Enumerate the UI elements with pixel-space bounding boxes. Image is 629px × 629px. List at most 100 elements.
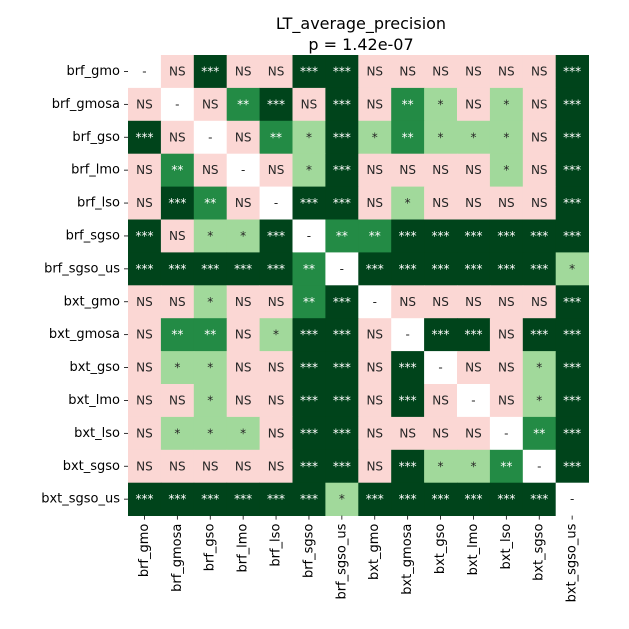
heatmap-cell [160, 285, 195, 319]
cell-label: NS [498, 361, 515, 375]
cell-label: *** [300, 393, 318, 407]
heatmap-cell [193, 416, 228, 451]
cell-label: * [207, 229, 213, 243]
cell-label: NS [235, 295, 252, 309]
heatmap-cell [424, 416, 458, 451]
heatmap-cell [128, 153, 162, 187]
cell-label: * [438, 459, 444, 473]
heatmap-cell [226, 55, 260, 89]
cell-label: ** [303, 295, 315, 309]
heatmap-cell [489, 384, 524, 418]
cell-label: *** [300, 196, 318, 210]
cell-label: NS [432, 64, 449, 78]
heatmap-cell [325, 351, 359, 385]
heatmap-cell [522, 318, 557, 352]
y-tick-labels: brf_gmo brf_gmosa brf_gso brf_lmo brf_lsobrf… [41, 64, 128, 507]
heatmap-cell [292, 87, 326, 122]
heatmap-cell [160, 153, 195, 187]
cell-label: NS [399, 295, 416, 309]
heatmap-cell [424, 55, 458, 89]
heatmap-cell [555, 120, 589, 155]
cell-label: ** [171, 163, 183, 177]
cell-label: *** [300, 328, 318, 342]
heatmap-cell [391, 120, 425, 155]
cell-label: NS [531, 130, 548, 144]
cell-label: NS [136, 426, 153, 440]
cell-label: *** [267, 97, 285, 111]
cell-label: NS [169, 64, 186, 78]
heatmap-cell [160, 318, 195, 352]
heatmap-cell [160, 449, 195, 484]
cell-label: *** [399, 459, 417, 473]
heatmap-cell [325, 318, 359, 352]
cell-label: *** [432, 328, 450, 342]
heatmap-cell [489, 285, 524, 319]
heatmap-cell [325, 384, 359, 418]
x-tick-label: brf_gmo [137, 524, 152, 578]
heatmap-cell [193, 87, 228, 122]
heatmap-cell [358, 120, 392, 155]
cell-label: NS [498, 196, 515, 210]
cell-label: * [339, 492, 345, 506]
cell-label: *** [168, 196, 186, 210]
heatmap-cell [292, 351, 326, 385]
heatmap-cell [160, 87, 195, 122]
cell-label: *** [267, 229, 285, 243]
heatmap-cell [128, 186, 162, 220]
cell-label: *** [563, 459, 581, 473]
heatmap-cell [193, 55, 228, 89]
cell-label: NS [366, 459, 383, 473]
cell-label: NS [136, 163, 153, 177]
cell-label: - [274, 196, 278, 210]
cell-label: *** [201, 492, 219, 506]
cell-label: NS [465, 64, 482, 78]
cell-label: *** [563, 130, 581, 144]
heatmap-cell [193, 449, 228, 484]
heatmap-cell [522, 153, 557, 187]
cell-label: * [207, 393, 213, 407]
cell-label: NS [465, 426, 482, 440]
heatmap-cell [259, 87, 293, 122]
heatmap-cell [555, 87, 589, 122]
heatmap-cell [292, 120, 326, 155]
cell-label: * [536, 361, 542, 375]
cell-label: NS [169, 130, 186, 144]
cell-label: *** [432, 262, 450, 276]
heatmap-cell [424, 252, 458, 286]
cell-label: *** [563, 426, 581, 440]
cell-label: *** [333, 295, 351, 309]
heatmap-cell [522, 416, 557, 451]
cell-label: *** [234, 262, 252, 276]
cell-label: *** [563, 97, 581, 111]
heatmap-cell [391, 384, 425, 418]
cell-label: * [240, 229, 246, 243]
heatmap-cell [522, 384, 557, 418]
heatmap-cell [424, 186, 458, 220]
heatmap-cell [522, 285, 557, 319]
heatmap-cell [292, 153, 326, 187]
cell-label: ** [533, 426, 545, 440]
heatmap-cell [391, 416, 425, 451]
heatmap-cell [555, 449, 589, 484]
heatmap-cell [325, 416, 359, 451]
cell-label: *** [300, 492, 318, 506]
cell-label: * [273, 328, 279, 342]
cell-label: *** [333, 196, 351, 210]
y-tick-label: bxt_gmosa [49, 327, 120, 342]
heatmap-cell [160, 252, 195, 286]
cell-label: - [340, 262, 344, 276]
x-tick-label: brf_gmosa [170, 524, 185, 592]
cell-label: * [207, 361, 213, 375]
heatmap-cell [391, 153, 425, 187]
cell-label: *** [168, 492, 186, 506]
heatmap-cell [226, 351, 260, 385]
heatmap-cell [489, 416, 524, 451]
heatmap-cell [292, 219, 326, 253]
cell-label: - [570, 492, 574, 506]
cell-label: * [306, 130, 312, 144]
cell-label: NS [531, 97, 548, 111]
cell-label: NS [432, 295, 449, 309]
heatmap-cell [358, 153, 392, 187]
cell-label: NS [202, 163, 219, 177]
